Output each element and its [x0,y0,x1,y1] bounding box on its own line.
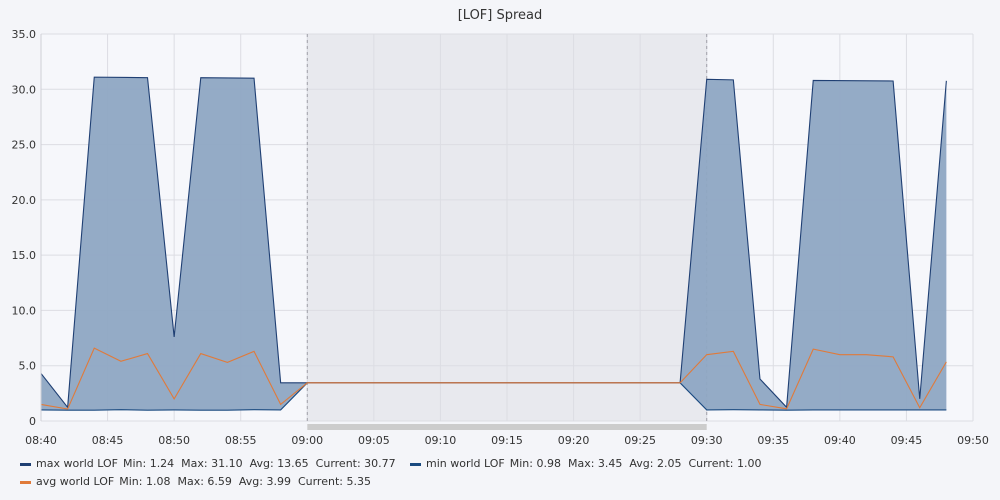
legend-series-stats: Min: 1.24 Max: 31.10 Avg: 13.65 Current:… [123,457,396,470]
x-tick-label: 09:10 [425,434,457,447]
x-tick-label: 08:40 [25,434,57,447]
series-line-min [40,382,947,411]
y-tick-label: 35.0 [12,28,37,41]
y-tick-label: 10.0 [12,304,37,317]
y-tick-label: 30.0 [12,83,37,96]
series-line-avg [40,347,947,410]
x-tick-label: 09:00 [291,434,323,447]
x-tick-label: 08:55 [225,434,257,447]
x-tick-label: 08:50 [158,434,190,447]
legend-series-name: avg world LOF [36,475,114,488]
x-tick-label: 09:50 [957,434,989,447]
y-tick-label: 20.0 [12,194,37,207]
x-tick-label: 09:20 [558,434,590,447]
x-tick-label: 09:35 [757,434,789,447]
x-tick-label: 09:05 [358,434,390,447]
legend-series-stats: Min: 0.98 Max: 3.45 Avg: 2.05 Current: 1… [510,457,762,470]
y-tick-label: 5.0 [19,360,37,373]
axes: 0 5.0 10.0 15.0 20.0 25.0 30.0 35.0 08:40 08:45 08… [12,28,989,447]
legend-series-name: min world LOF [426,457,505,470]
legend-swatch [20,481,31,484]
y-tick-label: 0 [29,415,36,428]
legend-series-name: max world LOF [36,457,118,470]
legend: max world LOF Min: 1.24 Max: 31.10 Avg: 1… [20,457,761,488]
y-tick-label: 25.0 [12,139,37,152]
x-tick-label: 09:15 [491,434,523,447]
x-tick-label: 09:25 [624,434,656,447]
max-min-band [41,77,947,411]
x-tick-label: 09:40 [824,434,856,447]
x-tick-label: 08:45 [92,434,124,447]
x-tick-label: 09:30 [691,434,723,447]
plot-area [40,33,974,422]
legend-swatch [410,463,421,466]
legend-swatch [20,463,31,466]
y-tick-label: 15.0 [12,249,37,262]
x-tick-label: 09:45 [891,434,923,447]
legend-series-stats: Min: 1.08 Max: 6.59 Avg: 3.99 Current: 5… [119,475,371,488]
chart-title: [LOF] Spread [458,8,543,23]
time-scroller [307,424,707,430]
